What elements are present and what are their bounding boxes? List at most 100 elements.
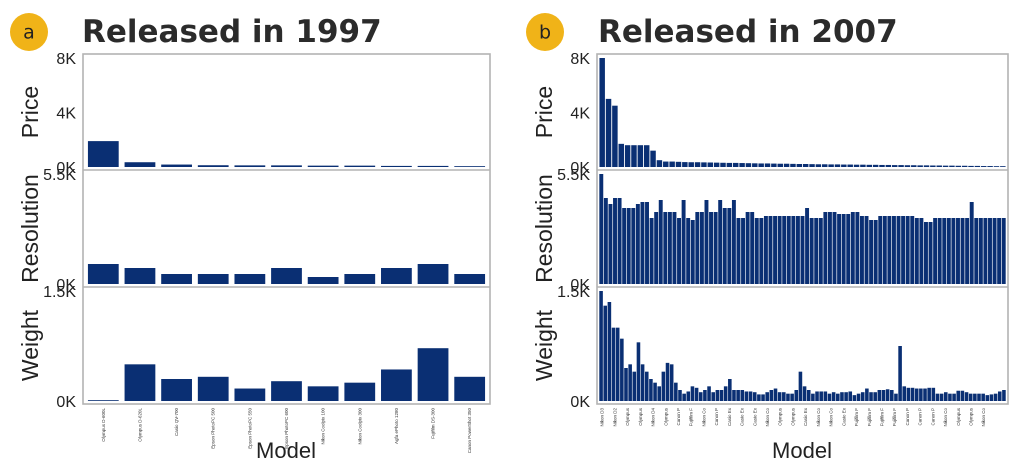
ylabel-resolution: Resolution <box>17 174 43 283</box>
bar-price-60 <box>981 166 987 167</box>
bar-weight-66 <box>873 392 877 401</box>
bar-weight-44 <box>782 392 786 401</box>
xtick-4: Epson PhotoPC 550 <box>247 408 252 449</box>
bar-resolution-23 <box>704 200 709 284</box>
xtick-3: Olympus <box>638 407 643 426</box>
chart-2007: 0K4K8KPrice0K5.5KResolution0K1.5KWeightN… <box>531 51 1009 463</box>
bar-price-47 <box>898 165 904 167</box>
ylabel-weight: Weight <box>17 309 43 381</box>
bar-resolution-87 <box>997 218 1002 284</box>
bar-resolution-8 <box>635 204 640 284</box>
bar-price-6 <box>637 145 644 167</box>
xtick-10: Canon PowerShot 350 <box>467 408 472 454</box>
bar-price-1 <box>605 98 612 168</box>
bar-weight-62 <box>856 393 861 401</box>
xtick-24: Canon P <box>905 408 910 426</box>
bar-resolution-51 <box>832 212 837 284</box>
bar-weight-50 <box>806 390 811 401</box>
bar-weight-24 <box>698 392 703 401</box>
bar-resolution-17 <box>677 218 681 284</box>
bar-weight-87 <box>960 390 965 401</box>
xtick-7: Fujifilm F <box>689 408 694 426</box>
bar-weight-53 <box>819 391 823 401</box>
bar-resolution-7 <box>631 208 636 284</box>
bar-resolution-81 <box>969 202 974 284</box>
panel-a-badge-label: a <box>23 22 35 44</box>
bar-weight-73 <box>902 386 907 401</box>
bar-price-63 <box>1000 166 1006 167</box>
xtick-4: Nikon D4 <box>651 408 656 427</box>
xtick-16: Casio Ex <box>803 407 808 426</box>
bar-resolution-75 <box>942 218 947 284</box>
bar-weight-37 <box>752 392 757 401</box>
ytick-price-2: 8K <box>570 51 590 68</box>
bar-resolution-4 <box>617 198 622 284</box>
bar-price-22 <box>739 163 745 167</box>
bar-resolution-55 <box>850 212 855 284</box>
bar-resolution-64 <box>891 216 896 284</box>
bar-resolution-37 <box>768 216 773 284</box>
bar-price-21 <box>732 162 739 167</box>
bar-weight-68 <box>881 390 886 401</box>
bar-weight-2 <box>607 302 612 401</box>
bar-weight-77 <box>919 388 923 401</box>
bar-resolution-54 <box>846 214 851 284</box>
panel-a-row-price: 0K 4K 8K Price <box>17 51 486 177</box>
xtick-1: Olympus D-620L <box>138 408 143 442</box>
bar-weight-6 <box>307 386 339 401</box>
ytick-weight-0: 0K <box>56 394 76 411</box>
bar-weight-60 <box>848 391 853 401</box>
xtick-30: Nikon Co <box>981 408 986 427</box>
panel-b-title: Released in 2007 <box>598 14 898 50</box>
xtick-10: Casio Ex <box>727 407 732 426</box>
bar-weight-18 <box>674 382 678 401</box>
bar-resolution-80 <box>965 218 970 284</box>
ytick-weight-1: 1.5K <box>43 284 76 301</box>
bar-weight-6 <box>624 368 628 401</box>
bar-resolution-78 <box>956 218 960 284</box>
bar-weight-80 <box>931 387 936 401</box>
bar-weight-5 <box>271 381 302 401</box>
bar-resolution-38 <box>773 216 778 284</box>
bar-price-52 <box>930 165 936 167</box>
bar-weight-10 <box>640 364 645 401</box>
bar-weight-33 <box>736 390 740 401</box>
bar-weight-26 <box>707 386 711 401</box>
bar-weight-8 <box>381 369 412 401</box>
ytick-resolution-0: 0K <box>570 277 590 294</box>
bar-weight-34 <box>740 390 745 401</box>
bar-price-6 <box>307 165 339 167</box>
ytick-weight-1: 1.5K <box>557 284 590 301</box>
xtick-18: Nikon Co <box>829 408 834 427</box>
bar-resolution-10 <box>454 274 486 284</box>
bar-price-36 <box>828 164 834 167</box>
xtick-0: Olympus D-600L <box>101 408 106 442</box>
bar-resolution-2 <box>608 204 613 284</box>
bar-price-9 <box>656 160 663 167</box>
bar-resolution-0 <box>599 174 604 284</box>
bar-weight-8 <box>632 371 637 401</box>
bar-resolution-27 <box>722 208 727 284</box>
bar-resolution-43 <box>795 216 800 284</box>
bar-resolution-70 <box>919 218 924 284</box>
bar-price-34 <box>815 164 822 168</box>
chart-1997: 0K4K8KPrice0K5.5KResolution0K1.5KWeightO… <box>17 51 491 463</box>
bar-resolution-9 <box>417 264 449 284</box>
ytick-price-1: 4K <box>570 106 590 123</box>
bar-price-18 <box>713 162 720 167</box>
bar-weight-25 <box>703 390 707 401</box>
bar-weight-43 <box>777 392 782 401</box>
xtick-15: Olympus <box>791 407 796 426</box>
bar-weight-9 <box>636 342 641 401</box>
xtick-3: Epson PhotoPC 500 <box>211 408 216 449</box>
bar-resolution-60 <box>873 220 878 284</box>
bar-resolution-73 <box>933 218 938 284</box>
bar-weight-64 <box>865 388 869 401</box>
xtick-2: Casio QV-700 <box>174 408 179 437</box>
xtick-29: Olympus <box>969 407 974 426</box>
bar-price-5 <box>631 145 637 167</box>
bar-price-10 <box>454 166 486 167</box>
bar-price-44 <box>879 164 885 167</box>
bar-price-35 <box>822 164 828 168</box>
